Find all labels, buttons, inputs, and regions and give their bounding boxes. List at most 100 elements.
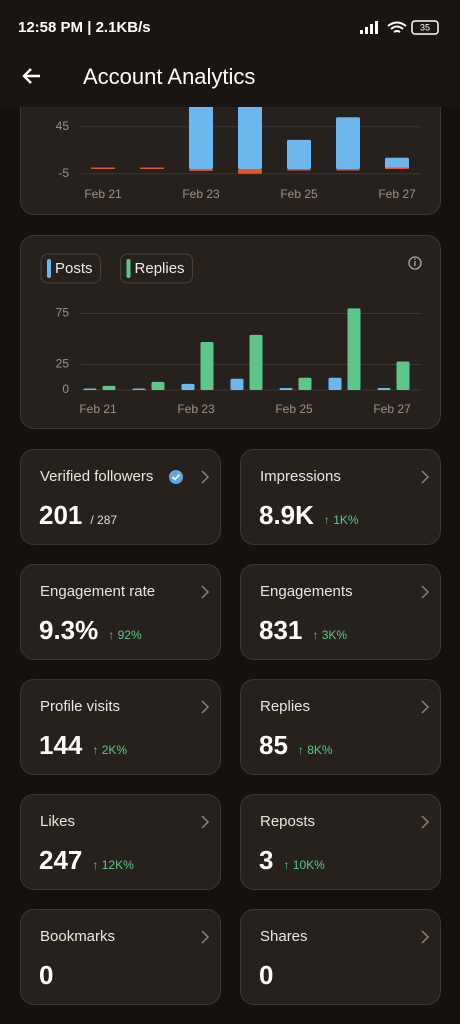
bar [385,157,409,169]
x-tick-label: Feb 25 [280,187,318,201]
metric-value: 831 ↑ 3K% [259,615,347,646]
legend-label: Posts [55,260,93,277]
bar [328,377,342,390]
top-bar: 12:58 PM | 2.1KB/s 35 Account Analytics [0,0,460,107]
metric-change: ↑ 10K% [283,858,325,872]
x-tick-label: Feb 25 [275,402,313,416]
metric-card[interactable]: Profile visits 144 ↑ 2K% [20,679,221,775]
bar [287,139,311,169]
metric-value: 9.3% ↑ 92% [39,615,142,646]
chevron [201,700,210,714]
bar [189,169,213,171]
chevron [421,815,430,829]
legend-swatch [126,259,131,278]
legend-swatch [47,259,51,278]
verified-badge [169,470,183,484]
bar [91,167,115,169]
bar [181,383,195,390]
metric-card[interactable]: Engagement rate 9.3% ↑ 92% [20,564,221,660]
bar [151,381,165,390]
metric-change: ↑ 12K% [92,858,134,872]
metric-value: 0 [259,960,273,991]
y-tick-label: -5 [58,166,69,180]
chevron [201,930,210,944]
metric-total: / 287 [90,513,118,527]
chevron [421,930,430,944]
metric-number: 0 [259,960,274,990]
bar [287,169,311,171]
bar [347,308,361,390]
bar [230,378,244,390]
legend-chip [120,253,194,284]
metric-card[interactable]: Shares 0 [240,909,441,1005]
bar [132,388,146,390]
metric-value: 0 [39,960,53,991]
bar [249,334,263,390]
metric-value: 144 ↑ 2K% [39,730,127,761]
chevron [201,585,210,599]
y-tick-label: 0 [62,382,69,396]
x-tick-label: Feb 27 [373,402,411,416]
metric-card[interactable]: Engagements 831 ↑ 3K% [240,564,441,660]
metric-label: Verified followers [40,468,154,485]
metric-number: 85 [259,730,288,760]
metric-card[interactable]: Bookmarks 0 [20,909,221,1005]
y-tick-label: 25 [56,357,70,371]
metric-number: 144 [39,730,83,760]
x-tick-label: Feb 23 [177,402,215,416]
x-tick-label: Feb 21 [79,402,117,416]
metric-number: 247 [39,845,83,875]
metric-value: 247 ↑ 12K% [39,845,134,876]
metric-number: 0 [39,960,54,990]
metric-value: 201 / 287 [39,500,117,531]
x-tick-label: Feb 21 [84,187,122,201]
battery: 35 [420,22,430,32]
metric-card[interactable]: Impressions 8.9K ↑ 1K% [240,449,441,545]
metric-change: ↑ 3K% [312,628,348,642]
bar [336,117,360,169]
bar [238,169,262,174]
metric-label: Engagement rate [40,583,156,600]
metric-label: Profile visits [40,698,121,715]
bar [377,387,391,390]
metric-card[interactable]: Likes 247 ↑ 12K% [20,794,221,890]
x-tick-label: Feb 27 [378,187,416,201]
bar [298,377,312,390]
chart: 0 25 75 Feb 21 Feb 23 Feb 25 Feb 27 Posts Replie… [40,253,422,416]
metric-number: 8.9K [259,500,314,530]
metric-label: Impressions [260,468,341,485]
metric-change: ↑ 1K% [323,513,359,527]
metric-change: ↑ 92% [108,628,142,642]
legend-label: Replies [135,260,185,277]
metric-card[interactable]: Verified followers 201 / 287 [20,449,221,545]
status-icons: 35 [360,20,439,35]
bar [279,387,293,390]
y-tick-label: 45 [56,119,70,133]
bar [385,167,409,169]
chevron [201,470,210,484]
metric-number: 3 [259,845,274,875]
metric-label: Bookmarks [40,928,116,945]
chart-card: 0 25 75 Feb 21 Feb 23 Feb 25 Feb 27 Posts Replie… [20,235,441,429]
bar [200,342,214,390]
metric-number: 831 [259,615,303,645]
metric-card[interactable]: Reposts 3 ↑ 10K% [240,794,441,890]
metric-value: 3 ↑ 10K% [259,845,325,876]
metric-card[interactable]: Replies 85 ↑ 8K% [240,679,441,775]
legend-chip [40,253,102,284]
metric-value: 8.9K ↑ 1K% [259,500,359,531]
page-title: Account Analytics [83,64,256,89]
chevron [201,815,210,829]
status-time: 12:58 PM | 2.1KB/s [18,19,151,36]
chevron [421,700,430,714]
metric-label: Reposts [260,813,316,830]
x-tick-label: Feb 23 [182,187,220,201]
metric-label: Shares [260,928,308,945]
y-tick-label: 75 [56,306,70,320]
metric-change: ↑ 8K% [297,743,333,757]
chevron [421,470,430,484]
metric-number: 201 [39,500,83,530]
back-button[interactable] [20,64,44,88]
metric-number: 9.3% [39,615,99,645]
